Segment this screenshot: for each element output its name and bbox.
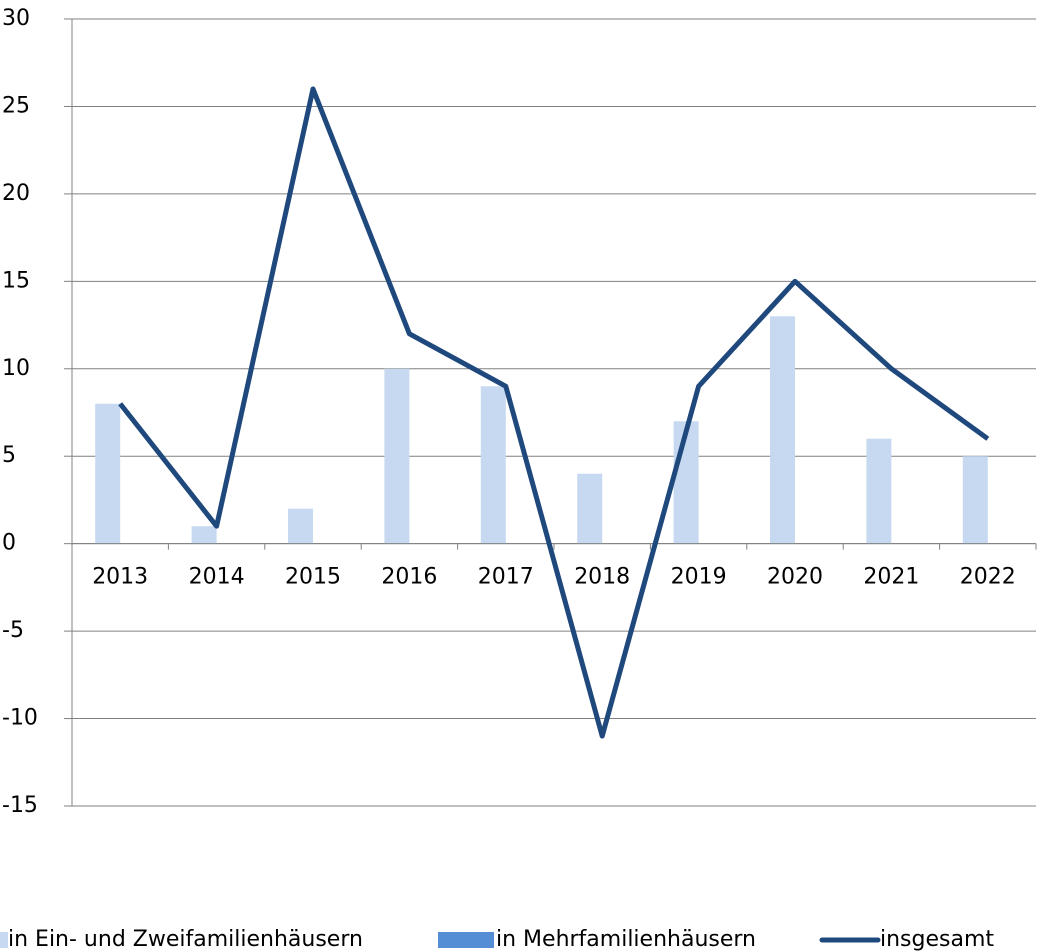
x-tick-label: 2018 [574,565,630,590]
bar [770,316,795,544]
x-tick-label: 2020 [767,565,823,590]
x-tick-label: 2013 [92,565,148,590]
x-tick-label: 2016 [381,565,437,590]
y-tick-label: 0 [2,531,16,556]
x-tick-label: 2019 [671,565,727,590]
x-tick-label: 2017 [478,565,534,590]
x-tick-label: 2014 [189,565,245,590]
line [118,86,990,739]
y-tick-label: 5 [2,443,16,468]
legend-label: insgesamt [880,927,994,951]
bar [962,456,988,544]
y-tick-label: 20 [2,181,30,206]
x-tick-label: 2015 [285,565,341,590]
y-tick-label: -5 [2,618,24,643]
y-tick-label: 10 [2,356,30,381]
legend-label: in Ein- und Zweifamilienhäusern [8,927,363,951]
y-tick-label: 25 [2,93,30,118]
bar [866,438,892,544]
y-tick-label: 15 [2,268,30,293]
y-tick-label: 30 [2,6,30,31]
bar [384,368,410,544]
bar [673,421,699,544]
x-tick-label: 2022 [960,565,1016,590]
legend-swatch [438,932,494,948]
bar [288,508,313,544]
legend-swatch [0,932,8,948]
bar [577,473,603,544]
bar [95,403,121,544]
bar [480,386,506,544]
x-tick-label: 2021 [863,565,919,590]
y-tick-label: -15 [2,793,38,818]
bar [191,526,217,544]
legend-label: in Mehrfamilienhäusern [496,927,756,951]
y-tick-label: -10 [2,706,38,731]
